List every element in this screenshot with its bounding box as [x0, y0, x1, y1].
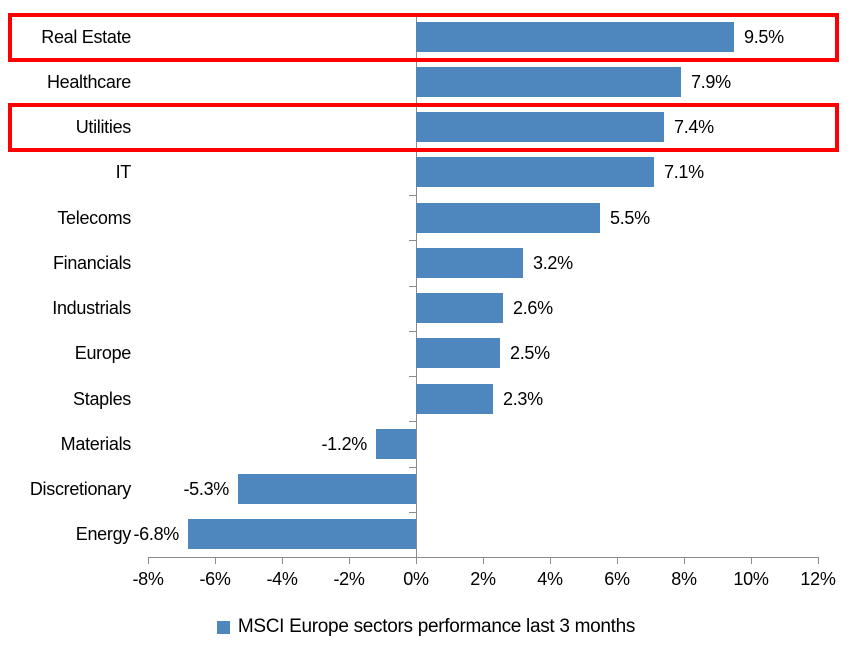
bar-energy	[188, 519, 417, 549]
x-axis-tick	[416, 557, 417, 564]
x-axis-tick	[349, 557, 350, 564]
value-label-telecoms: 5.5%	[610, 208, 650, 228]
value-label-real-estate: 9.5%	[744, 27, 784, 47]
x-axis-tick	[684, 557, 685, 564]
value-label-it: 7.1%	[664, 162, 704, 182]
value-label-europe: 2.5%	[510, 343, 550, 363]
category-axis-tick	[409, 150, 416, 151]
value-label-financials: 3.2%	[533, 253, 573, 273]
x-tick-label-4: 4%	[537, 569, 563, 589]
value-label-industrials: 2.6%	[513, 298, 553, 318]
x-axis-tick	[550, 557, 551, 564]
x-tick-label-8: 8%	[671, 569, 697, 589]
category-label-industrials: Industrials	[52, 298, 131, 318]
x-tick-label-10: 10%	[733, 569, 769, 589]
legend: MSCI Europe sectors performance last 3 m…	[0, 612, 852, 642]
x-tick-label-6: 6%	[604, 569, 630, 589]
x-tick-label-8: -8%	[132, 569, 164, 589]
category-label-real-estate: Real Estate	[41, 27, 131, 47]
x-axis-tick	[751, 557, 752, 564]
category-axis-tick	[409, 467, 416, 468]
value-label-materials: -1.2%	[321, 434, 367, 454]
bar-telecoms	[416, 203, 600, 233]
category-axis-tick	[409, 59, 416, 60]
category-label-europe: Europe	[74, 343, 132, 363]
x-axis-tick	[282, 557, 283, 564]
category-axis-tick	[409, 376, 416, 377]
category-axis-tick	[409, 240, 416, 241]
bar-utilities	[416, 112, 664, 142]
value-label-utilities: 7.4%	[674, 117, 714, 137]
category-axis-tick	[409, 331, 416, 332]
bar-staples	[416, 384, 493, 414]
bar-discretionary	[238, 474, 417, 504]
category-axis-tick	[409, 286, 416, 287]
value-label-energy: -6.8%	[133, 524, 179, 544]
bar-materials	[375, 429, 416, 459]
category-label-healthcare: Healthcare	[46, 72, 131, 92]
value-label-discretionary: -5.3%	[183, 479, 229, 499]
category-label-discretionary: Discretionary	[29, 479, 131, 499]
x-tick-label-2: 2%	[470, 569, 496, 589]
category-label-energy: Energy	[75, 524, 132, 544]
bar-europe	[416, 338, 500, 368]
legend-label: MSCI Europe sectors performance last 3 m…	[237, 616, 636, 637]
x-axis-tick	[617, 557, 618, 564]
category-label-telecoms: Telecoms	[57, 208, 131, 228]
category-label-utilities: Utilities	[75, 117, 132, 137]
category-axis-tick	[409, 14, 416, 15]
x-axis-tick	[483, 557, 484, 564]
x-tick-label-4: -4%	[266, 569, 298, 589]
category-axis-tick	[409, 512, 416, 513]
category-axis-tick	[409, 421, 416, 422]
x-tick-label-6: -6%	[199, 569, 231, 589]
bar-industrials	[416, 293, 503, 323]
category-axis-tick	[409, 557, 416, 558]
x-axis-tick	[148, 557, 149, 564]
x-axis-tick	[215, 557, 216, 564]
x-tick-label-12: 12%	[800, 569, 836, 589]
bar-it	[416, 157, 654, 187]
legend-swatch-icon	[216, 620, 230, 634]
category-axis-tick	[409, 195, 416, 196]
x-tick-label-0: 0%	[403, 569, 429, 589]
x-axis-tick	[818, 557, 819, 564]
category-label-staples: Staples	[73, 389, 131, 409]
bar-financials	[416, 248, 523, 278]
value-label-healthcare: 7.9%	[691, 72, 731, 92]
category-label-financials: Financials	[52, 253, 131, 273]
bar-real-estate	[416, 22, 734, 52]
category-label-materials: Materials	[60, 434, 132, 454]
x-tick-label-2: -2%	[333, 569, 365, 589]
value-label-staples: 2.3%	[503, 389, 543, 409]
category-label-it: IT	[115, 162, 132, 182]
category-axis-line	[416, 14, 417, 557]
category-axis-tick	[409, 105, 416, 106]
bar-healthcare	[416, 67, 681, 97]
